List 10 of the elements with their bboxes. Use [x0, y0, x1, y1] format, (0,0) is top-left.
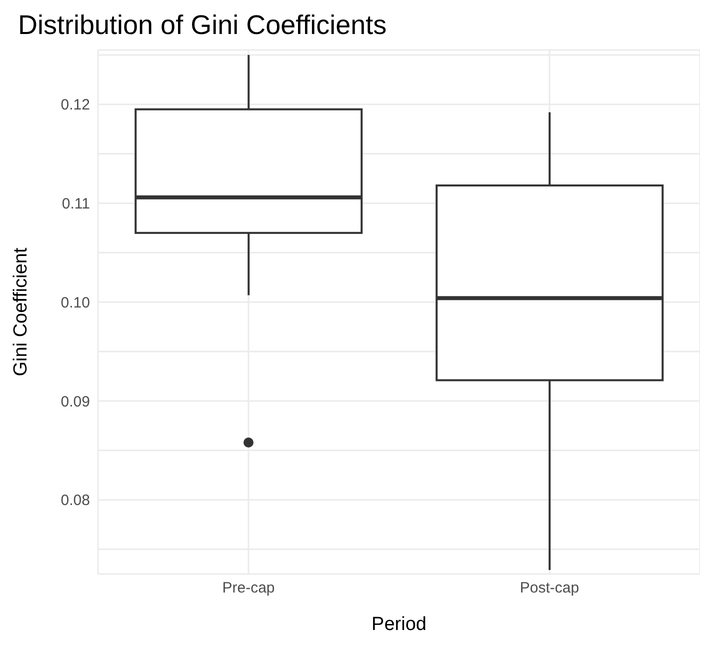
y-tick-label: 0.09 [60, 393, 90, 410]
y-tick-label: 0.10 [60, 294, 90, 312]
x-axis-title: Period [372, 614, 426, 635]
chart-title: Distribution of Gini Coefficients [17, 9, 388, 42]
y-tick-label: 0.08 [60, 492, 90, 510]
y-tick-label: 0.12 [60, 96, 90, 114]
y-axis-title: Gini Coefficient [10, 247, 32, 376]
y-tick-label: 0.11 [62, 196, 90, 213]
x-tick-label: Pre-cap [222, 580, 275, 597]
x-tick-label: Post-cap [520, 580, 580, 597]
